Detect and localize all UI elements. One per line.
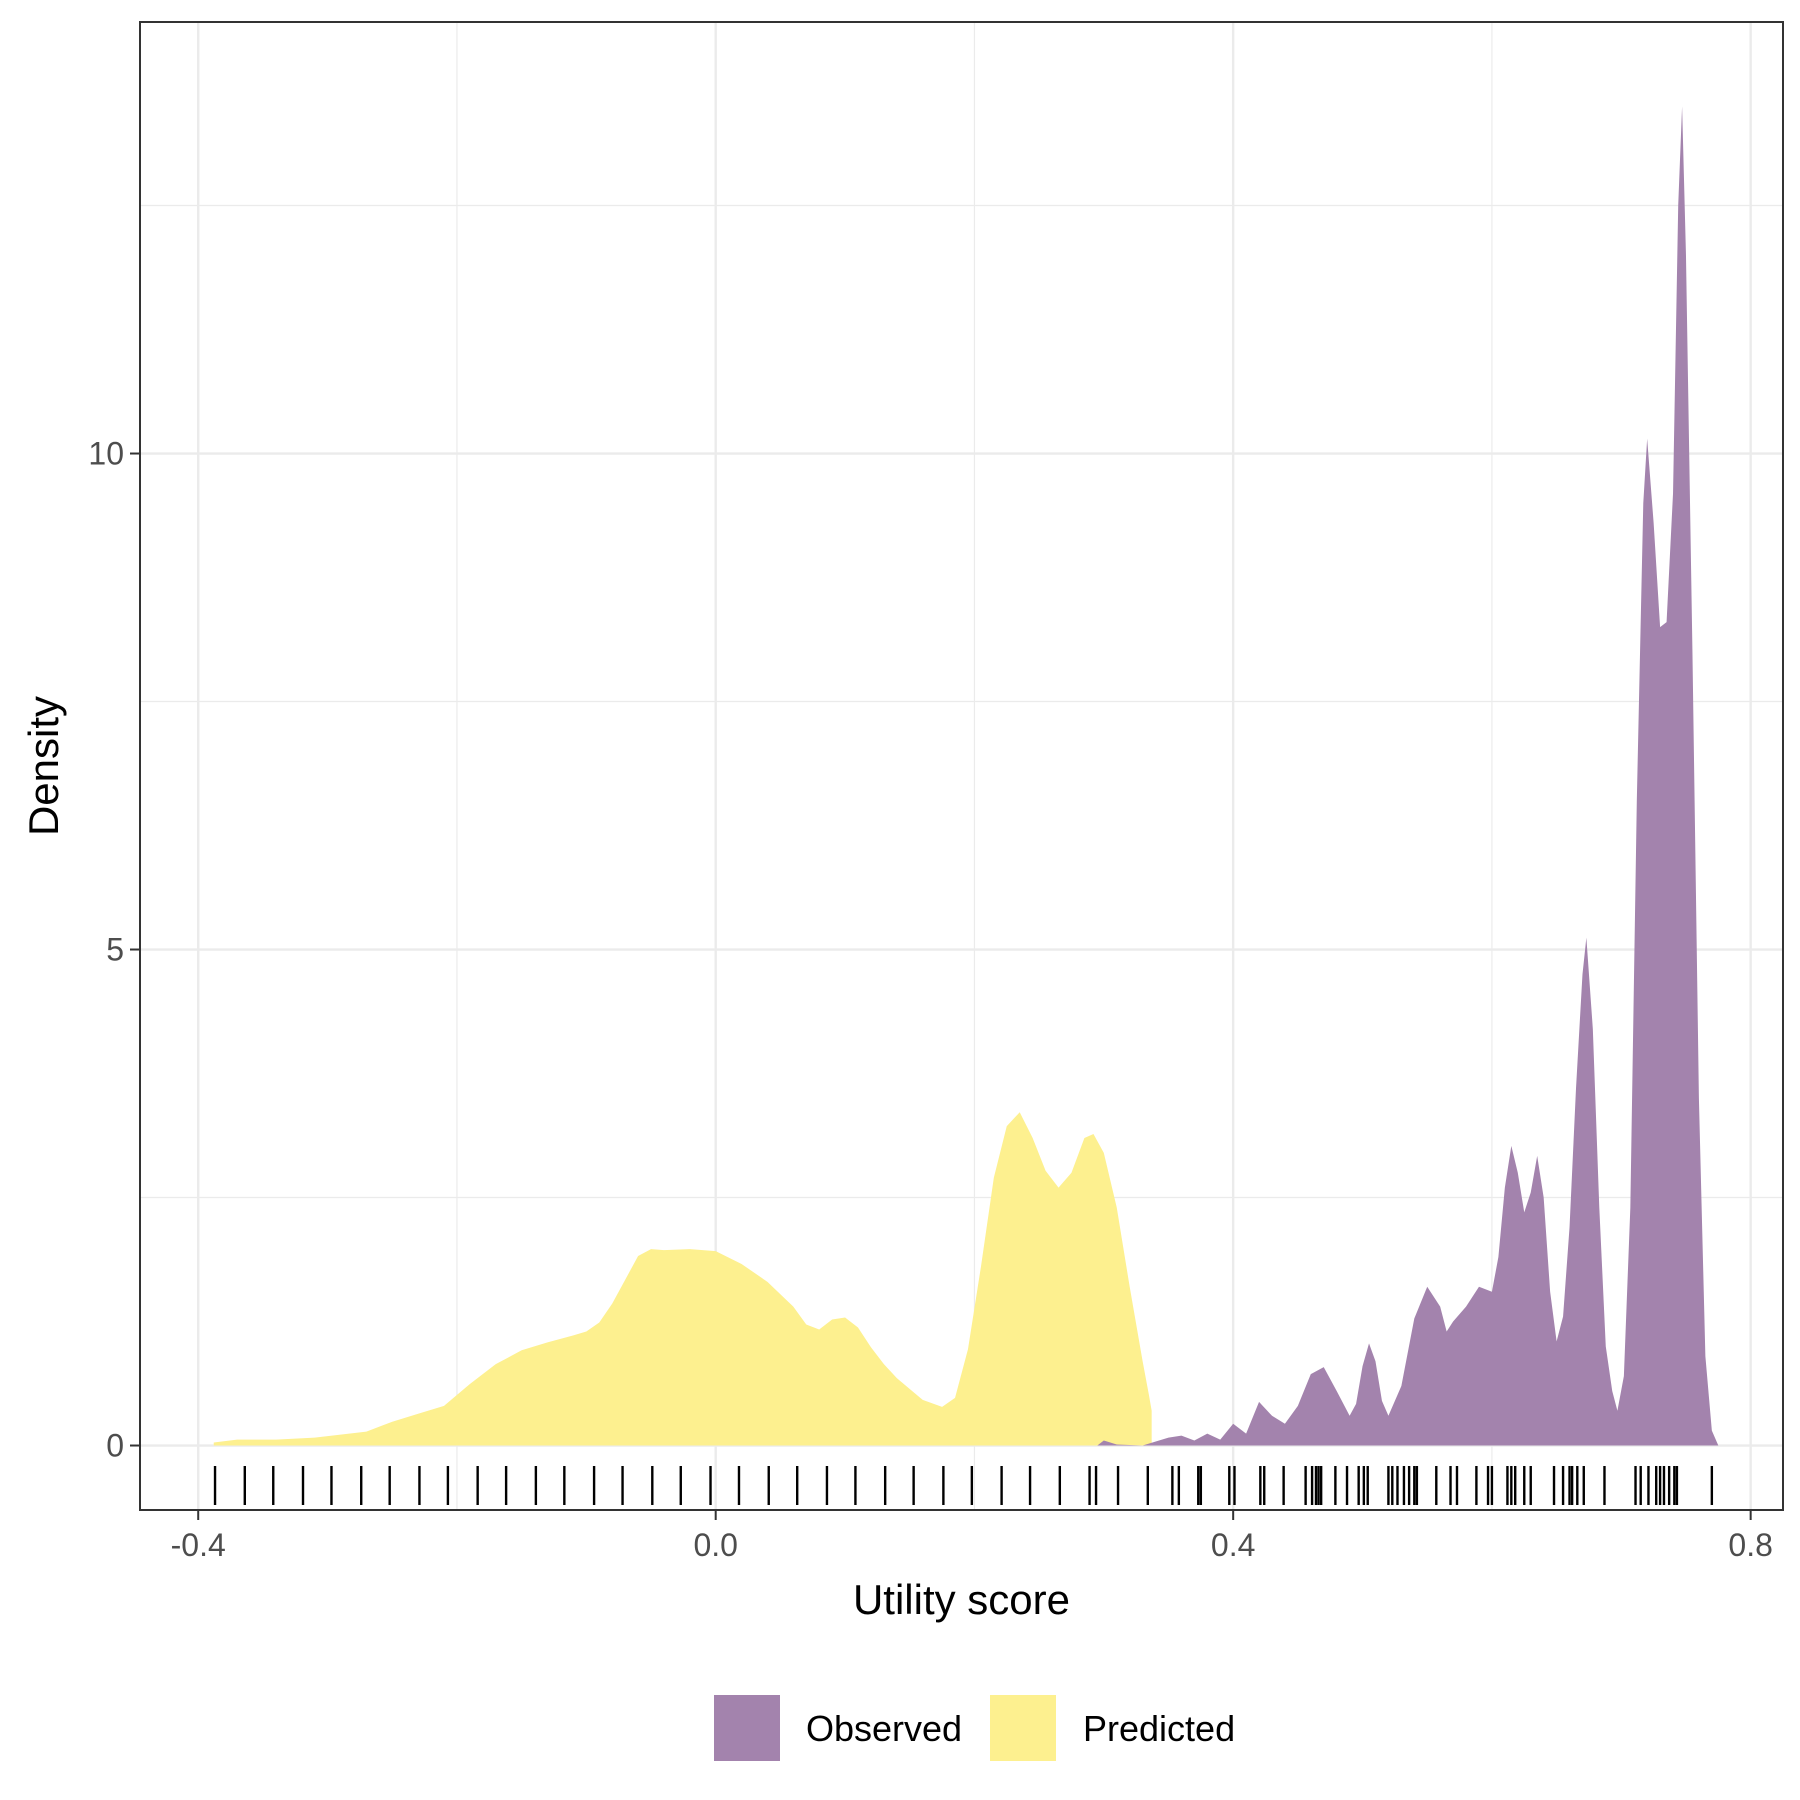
density-areas <box>213 106 1719 1446</box>
x-tick-label: 0.0 <box>693 1527 737 1563</box>
y-tick-label: 10 <box>88 436 124 472</box>
y-tick-label: 5 <box>106 932 124 968</box>
legend-label-predicted: Predicted <box>1083 1708 1235 1749</box>
x-tick-label: 0.4 <box>1211 1527 1255 1563</box>
y-tick-label: 0 <box>106 1428 124 1464</box>
density-area-predicted <box>213 1112 1152 1446</box>
plot-border <box>139 21 1784 1511</box>
y-axis: 0 5 10 <box>88 436 140 1464</box>
density-area-observed <box>1097 106 1719 1446</box>
x-tick-label: -0.4 <box>171 1527 226 1563</box>
x-axis-title: Utility score <box>853 1576 1070 1623</box>
legend-key-predicted <box>990 1695 1056 1761</box>
rug-marks <box>213 1466 1714 1505</box>
x-tick-label: 0.8 <box>1728 1527 1772 1563</box>
minor-gridlines <box>140 22 1783 1510</box>
legend: Observed Predicted <box>714 1695 1235 1761</box>
legend-key-observed <box>714 1695 780 1761</box>
legend-label-observed: Observed <box>806 1708 962 1749</box>
y-axis-title: Density <box>20 696 67 836</box>
x-axis: -0.4 0.0 0.4 0.8 <box>171 1510 1773 1563</box>
